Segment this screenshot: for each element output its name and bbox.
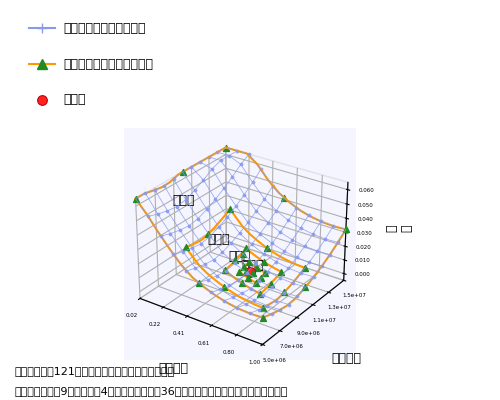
Y-axis label: 弾性係数: 弾性係数 (332, 352, 362, 365)
Text: 実験計画法では9回の計算を4回繰り返す事（計36回）で最適パラメータを探しています: 実験計画法では9回の計算を4回繰り返す事（計36回）で最適パラメータを探していま… (15, 386, 288, 396)
Text: 正解値: 正解値 (64, 93, 86, 106)
X-axis label: 側圧係数: 側圧係数 (158, 362, 188, 375)
Text: 総当り法では121回の計算が必要であるところを、: 総当り法では121回の計算が必要であるところを、 (15, 366, 175, 376)
Text: 総当り法による解析結果: 総当り法による解析結果 (64, 22, 146, 35)
Text: 実験計画法による解析結果: 実験計画法による解析結果 (64, 58, 154, 70)
